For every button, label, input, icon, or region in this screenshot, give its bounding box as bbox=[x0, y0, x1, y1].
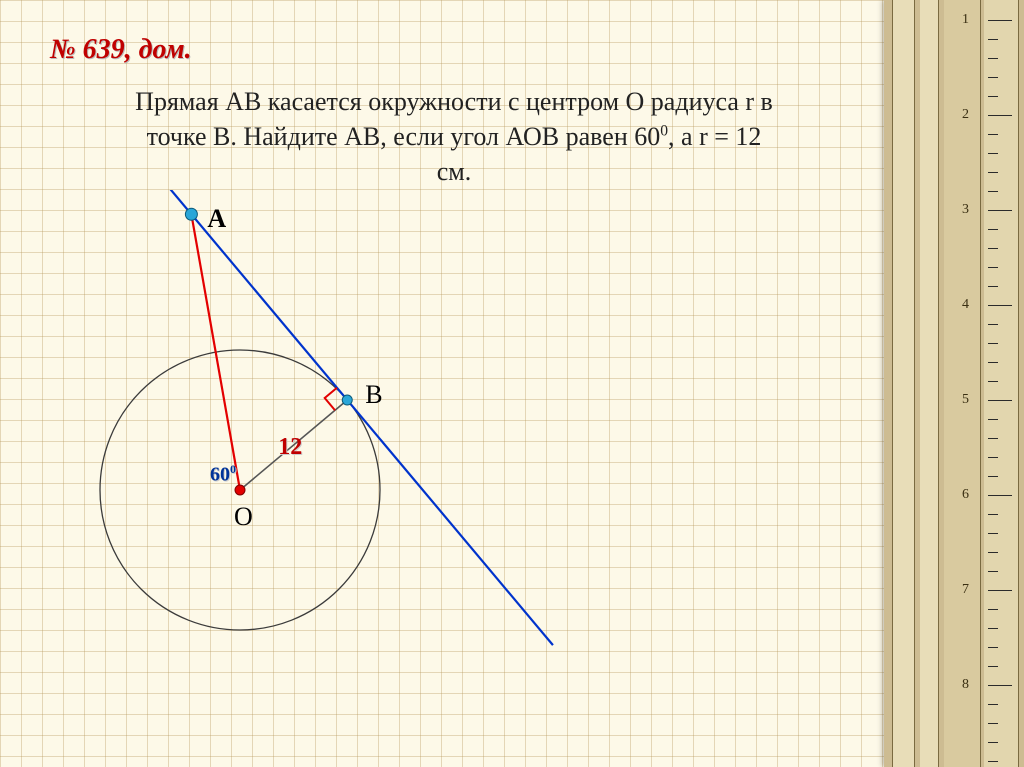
task-line-1: Прямая АВ касается окружности с центром … bbox=[135, 87, 773, 116]
label-O: О bbox=[234, 502, 253, 532]
page-root: № 639, дом. Прямая АВ касается окружност… bbox=[0, 0, 1024, 767]
ruler-ticks bbox=[988, 0, 1018, 767]
problem-statement: Прямая АВ касается окружности с центром … bbox=[44, 84, 864, 189]
task-line-3: см. bbox=[437, 157, 472, 186]
task-degree-sup: 0 bbox=[660, 122, 668, 139]
ruler-edge bbox=[914, 0, 915, 767]
ruler-edge bbox=[1018, 0, 1019, 767]
ruler-band bbox=[920, 0, 938, 767]
problem-number-title: № 639, дом. bbox=[50, 34, 192, 66]
ruler-band bbox=[892, 0, 914, 767]
geometry-figure: А В О 600 12 bbox=[40, 190, 660, 750]
ruler-decoration: 12345678 bbox=[884, 0, 1024, 767]
ruler-edge bbox=[980, 0, 981, 767]
task-line-2a: точке В. Найдите АВ, если угол АОВ равен… bbox=[147, 122, 661, 151]
angle-value: 60 bbox=[210, 464, 230, 486]
label-A: А bbox=[207, 204, 226, 234]
angle-label: 600 bbox=[210, 462, 236, 487]
task-line-2b: , а r = 12 bbox=[668, 122, 761, 151]
ruler-edge bbox=[938, 0, 939, 767]
angle-sup: 0 bbox=[230, 462, 236, 476]
ruler-edge bbox=[892, 0, 893, 767]
geometry-svg bbox=[40, 190, 660, 750]
label-B: В bbox=[365, 380, 382, 410]
radius-length-label: 12 bbox=[278, 434, 302, 461]
